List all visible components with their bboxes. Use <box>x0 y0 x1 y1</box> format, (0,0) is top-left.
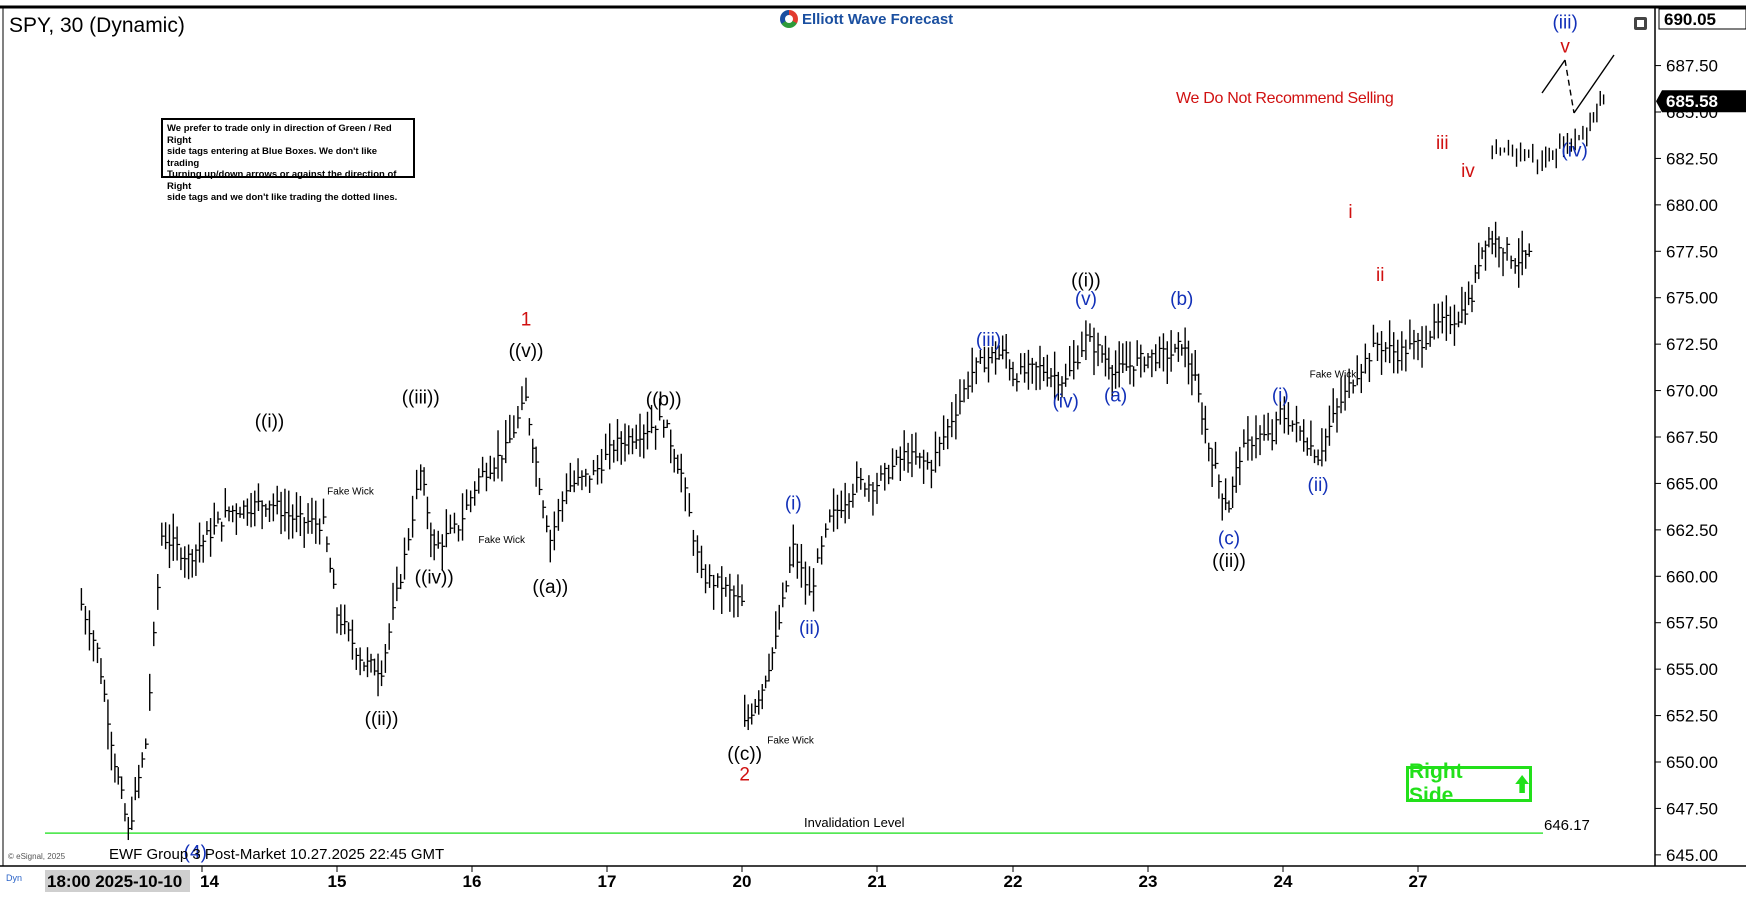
fake-wick-label: Fake Wick <box>767 735 815 746</box>
right-side-label: Right Side <box>1409 760 1463 807</box>
top-price-label: 690.05 <box>1664 10 1716 29</box>
disclaimer-line: Turning up/down arrows or against the di… <box>167 169 397 192</box>
wave-label: i <box>1348 202 1352 223</box>
x-first-label-bg <box>45 870 190 892</box>
wave-label: v <box>1560 37 1570 58</box>
y-tick-label: 660.00 <box>1666 567 1718 586</box>
projection-lines <box>1541 54 1615 114</box>
y-tick-label: 667.50 <box>1666 428 1718 447</box>
wave-label: (v) <box>1075 289 1097 310</box>
wave-label: ((b)) <box>646 389 682 410</box>
x-tick-label: 14 <box>200 872 219 891</box>
x-tick-label: 21 <box>868 872 887 891</box>
y-tick-label: 655.00 <box>1666 660 1718 679</box>
wave-label: ((a)) <box>532 577 568 598</box>
y-tick-label: 652.50 <box>1666 707 1718 726</box>
y-tick-label: 650.00 <box>1666 753 1718 772</box>
wave-label: (ii) <box>799 618 820 639</box>
y-tick-label: 647.50 <box>1666 799 1718 818</box>
y-tick-label: 677.50 <box>1666 242 1718 261</box>
x-axis: 18:00 2025-10-10 14 15 16 17 20 21 22 23 24 27 <box>45 866 1427 892</box>
warning-text: We Do Not Recommend Selling <box>1176 90 1394 107</box>
last-price-label: 685.58 <box>1666 92 1718 111</box>
x-tick-label: 20 <box>733 872 752 891</box>
wave-label: (4) <box>184 843 207 864</box>
wave-label: (iii) <box>976 330 1001 351</box>
wave-label: 2 <box>739 765 750 786</box>
y-tick-label: 672.50 <box>1666 335 1718 354</box>
y-tick-label: 687.50 <box>1666 57 1718 76</box>
projection-solid-up <box>1541 59 1566 94</box>
wave-label: ((c)) <box>727 744 762 765</box>
brand-name: Elliott Wave Forecast <box>802 10 954 28</box>
wave-label: (iv) <box>1561 141 1587 162</box>
x-tick-label: 15 <box>328 872 347 891</box>
wave-label: (iv) <box>1052 391 1078 412</box>
wave-label: (a) <box>1104 386 1127 407</box>
fake-wick-label: Fake Wick <box>478 535 526 546</box>
wave-label: ((i)) <box>255 412 285 433</box>
arrow-up-icon <box>1515 775 1529 793</box>
y-tick-label: 665.00 <box>1666 474 1718 493</box>
y-tick-label: 682.50 <box>1666 149 1718 168</box>
wave-label: (i) <box>785 493 802 514</box>
chart-title: SPY, 30 (Dynamic) <box>9 14 185 37</box>
x-tick-label: 22 <box>1004 872 1023 891</box>
invalidation-label: Invalidation Level <box>804 815 905 830</box>
wave-label: ((ii)) <box>365 709 399 730</box>
brand-logo-icon <box>780 10 798 28</box>
wave-label: (i) <box>1272 386 1289 407</box>
projection-solid-final <box>1573 54 1615 114</box>
disclaimer-line: side tags and we don't like trading the … <box>167 192 398 203</box>
wave-label: iv <box>1461 161 1475 182</box>
copyright-text: © eSignal, 2025 <box>8 852 66 861</box>
y-tick-label: 680.00 <box>1666 196 1718 215</box>
wave-label: ((v)) <box>509 341 544 362</box>
price-bars <box>80 90 1605 841</box>
footer-text: EWF Group 3 Post-Market 10.27.2025 22:45… <box>109 846 445 863</box>
disclaimer-box: We prefer to trade only in direction of … <box>161 118 415 203</box>
disclaimer-line: We prefer to trade only in direction of … <box>167 123 392 146</box>
y-tick-label: 675.00 <box>1666 289 1718 308</box>
wave-label: (ii) <box>1308 475 1329 496</box>
invalidation-price-label: 646.17 <box>1544 817 1590 834</box>
x-tick-label: 23 <box>1139 872 1158 891</box>
y-tick-label: 645.00 <box>1666 846 1718 865</box>
wave-label: (c) <box>1218 529 1240 550</box>
wave-label: ((iii)) <box>402 388 440 409</box>
x-tick-label: 27 <box>1409 872 1428 891</box>
wave-label: (iii) <box>1552 12 1577 33</box>
x-tick-label: 24 <box>1274 872 1293 891</box>
top-price-box <box>1658 8 1746 30</box>
wave-labels: (4) ((i)) Fake Wick ((ii)) ((iii)) ((iv)) Fake… <box>184 12 1588 863</box>
wave-label: (b) <box>1170 289 1193 310</box>
wave-label: ii <box>1376 265 1384 286</box>
y-tick-label: 657.50 <box>1666 614 1718 633</box>
x-tick-label: 17 <box>598 872 617 891</box>
y-axis: 645.00 647.50 650.00 652.50 655.00 657.50 660.… <box>1655 8 1746 865</box>
y-tick-label: 670.00 <box>1666 382 1718 401</box>
fake-wick-label: Fake Wick <box>1310 370 1358 381</box>
wave-label: 1 <box>521 310 532 331</box>
wave-label: ((iv)) <box>415 568 454 589</box>
y-tick-label: 662.50 <box>1666 521 1718 540</box>
dyn-tag: Dyn <box>6 873 23 883</box>
x-tick-label: 16 <box>463 872 482 891</box>
wave-label: ((ii)) <box>1212 551 1246 572</box>
x-first-label: 18:00 2025-10-10 <box>47 872 182 891</box>
wave-label: ((i)) <box>1071 271 1101 292</box>
last-price-box <box>1656 90 1746 113</box>
brand-logo: Elliott Wave Forecast <box>780 8 953 30</box>
projection-dashed-down <box>1564 59 1575 114</box>
fake-wick-label: Fake Wick <box>327 487 375 498</box>
disclaimer-line: side tags entering at Blue Boxes. We don… <box>167 146 378 169</box>
right-side-tag: Right Side <box>1406 760 1532 807</box>
wave-label: iii <box>1436 133 1449 154</box>
